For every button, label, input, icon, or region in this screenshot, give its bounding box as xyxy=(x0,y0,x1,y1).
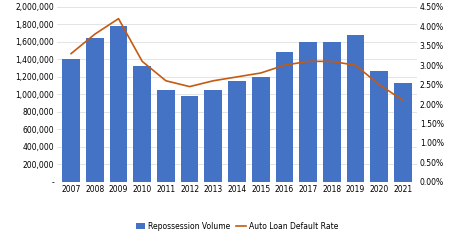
Auto Loan Default Rate xyxy=(163,79,169,82)
Bar xyxy=(394,83,412,182)
Line: Auto Loan Default Rate: Auto Loan Default Rate xyxy=(71,19,403,100)
Bar xyxy=(275,52,293,182)
Bar xyxy=(133,65,151,182)
Bar xyxy=(370,71,388,182)
Auto Loan Default Rate xyxy=(376,83,382,86)
Auto Loan Default Rate xyxy=(305,60,311,63)
Bar xyxy=(181,96,199,182)
Auto Loan Default Rate xyxy=(92,33,98,36)
Legend: Repossession Volume, Auto Loan Default Rate: Repossession Volume, Auto Loan Default R… xyxy=(133,219,341,233)
Auto Loan Default Rate xyxy=(234,75,240,78)
Auto Loan Default Rate xyxy=(210,79,216,82)
Auto Loan Default Rate xyxy=(139,60,145,63)
Bar xyxy=(323,42,341,182)
Bar xyxy=(346,35,365,182)
Auto Loan Default Rate xyxy=(258,72,264,74)
Auto Loan Default Rate xyxy=(329,60,335,63)
Bar xyxy=(299,42,317,182)
Auto Loan Default Rate xyxy=(68,52,74,55)
Bar xyxy=(109,26,128,182)
Bar xyxy=(204,90,222,182)
Auto Loan Default Rate xyxy=(116,17,121,20)
Auto Loan Default Rate xyxy=(282,64,287,67)
Bar xyxy=(62,59,80,182)
Bar xyxy=(157,90,175,182)
Bar xyxy=(228,81,246,182)
Bar xyxy=(86,38,104,182)
Auto Loan Default Rate xyxy=(187,85,192,88)
Bar xyxy=(252,77,270,182)
Auto Loan Default Rate xyxy=(400,99,406,102)
Auto Loan Default Rate xyxy=(353,64,358,67)
